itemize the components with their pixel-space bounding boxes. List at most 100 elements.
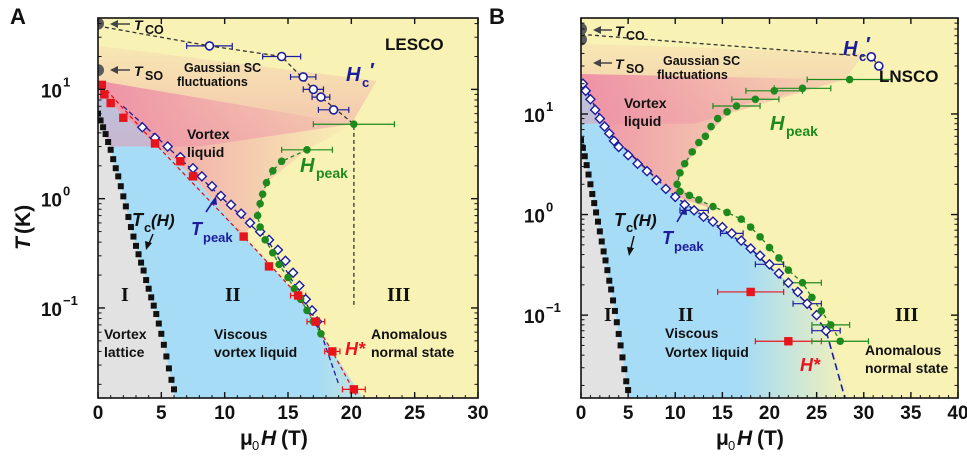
tpeak-point	[641, 165, 653, 177]
tc-point	[155, 320, 162, 327]
x-tick-label: 30	[467, 403, 488, 424]
tc-point	[125, 213, 132, 220]
hpeak-point	[707, 122, 715, 131]
tc-point	[140, 267, 147, 274]
y-tick-exponent: 1	[63, 74, 70, 89]
hpeak-point	[303, 146, 311, 154]
hc-prime-point	[328, 105, 339, 115]
svg-text:CO: CO	[145, 23, 164, 37]
anomalous-label-1-b: Anomalous	[865, 342, 941, 358]
hstar-point	[311, 317, 321, 326]
tpeak-point	[698, 211, 710, 223]
tc-point	[117, 183, 124, 190]
hstar-point	[239, 232, 248, 241]
tc-point	[608, 286, 615, 293]
hstar-point	[746, 287, 755, 297]
hpeak-point	[713, 114, 722, 123]
svg-text:peak: peak	[786, 123, 818, 139]
x-tick-label: 5	[623, 403, 634, 424]
x-tick-label: 15	[712, 403, 734, 424]
svg-text:SO: SO	[626, 62, 644, 76]
x-tick-label: 30	[853, 403, 874, 424]
panel-label-b: B	[489, 4, 505, 29]
hc-prime-point	[866, 52, 877, 62]
tpeak-point	[206, 180, 218, 192]
x-tick-label: 25	[806, 403, 828, 424]
hpeak-label-a: H peak	[300, 155, 348, 181]
hpeak-point	[277, 157, 286, 166]
tpeak-point	[613, 141, 625, 153]
tc-point	[606, 277, 613, 284]
hpeak-point	[317, 330, 325, 338]
tc-point	[581, 153, 588, 160]
tc-point	[613, 319, 620, 326]
tc-point	[158, 330, 165, 337]
transition-point	[581, 33, 587, 46]
tc-point	[150, 302, 157, 309]
hpeak-point	[685, 191, 694, 200]
hpeak-point	[303, 306, 311, 315]
tc-point	[115, 173, 122, 180]
hc-prime-point	[298, 72, 309, 82]
hpeak-point	[695, 138, 703, 147]
hpeak-point	[770, 86, 779, 95]
tpeak-point	[279, 255, 291, 267]
hpeak-point	[784, 266, 793, 274]
hc-prime-point	[204, 41, 215, 51]
hstar-label-a: H*	[345, 339, 366, 359]
tc-point	[621, 366, 628, 373]
gaussian-fluctuation-region	[98, 18, 377, 147]
y-axis-title-a: T (K)	[12, 205, 35, 250]
viscous-label-2-b: Vortex liquid	[665, 344, 749, 360]
vortex-liquid-label-1-a: Vortex	[187, 126, 230, 142]
tc-point	[120, 193, 127, 200]
tc-point	[610, 297, 617, 304]
gaussian-fluctuation-region	[581, 18, 864, 124]
x-tick-label: 10	[214, 403, 235, 424]
tc-point	[100, 124, 107, 131]
tpeak-point	[707, 216, 719, 228]
tpeak-point	[726, 227, 738, 239]
tc-point	[594, 218, 601, 225]
hpeak-point	[845, 75, 854, 84]
hpeak-point	[709, 202, 717, 211]
hpeak-point	[253, 211, 262, 220]
tpeak-label-b: T peak	[662, 206, 704, 254]
hpeak-point	[826, 321, 835, 329]
hpeak-point	[775, 254, 783, 262]
vortex-liquid-label-1-b: Vortex	[624, 95, 667, 111]
tc-point	[625, 387, 632, 394]
svg-text:T: T	[615, 56, 625, 72]
tpeak-line	[122, 105, 340, 385]
tpeak-label-a: T peak	[191, 196, 233, 245]
svg-text:(T): (T)	[281, 427, 308, 450]
tpeak-point	[660, 183, 672, 195]
x-tick-label: 20	[341, 403, 362, 424]
x-tick-label: 15	[277, 403, 299, 424]
hpeak-point	[756, 233, 764, 241]
hc-prime-label-a: H c ′	[346, 60, 375, 90]
svg-text:H: H	[346, 64, 361, 86]
tc-point	[98, 117, 104, 124]
hstar-point	[293, 291, 303, 300]
tc-point	[130, 233, 137, 240]
tpeak-point	[235, 208, 247, 220]
tc-point	[611, 307, 618, 314]
x-tick-label: 0	[576, 403, 587, 424]
tso-label-b: T SO	[593, 56, 644, 76]
hpeak-point	[680, 159, 689, 168]
hstar-point	[100, 90, 109, 99]
hpeak-point	[284, 273, 292, 282]
tc-point	[165, 365, 172, 372]
hpeak-point	[817, 307, 826, 315]
y-tick-label: 10	[524, 106, 545, 127]
tpeak-point	[716, 221, 728, 233]
hstar-point	[328, 347, 337, 356]
tpeak-point	[782, 277, 794, 289]
anomalous-label-2-b: normal state	[865, 360, 948, 376]
tc-point	[602, 257, 609, 264]
tpeak-point	[162, 141, 174, 153]
svg-text:(H): (H)	[151, 211, 175, 230]
tc-point	[160, 341, 167, 348]
